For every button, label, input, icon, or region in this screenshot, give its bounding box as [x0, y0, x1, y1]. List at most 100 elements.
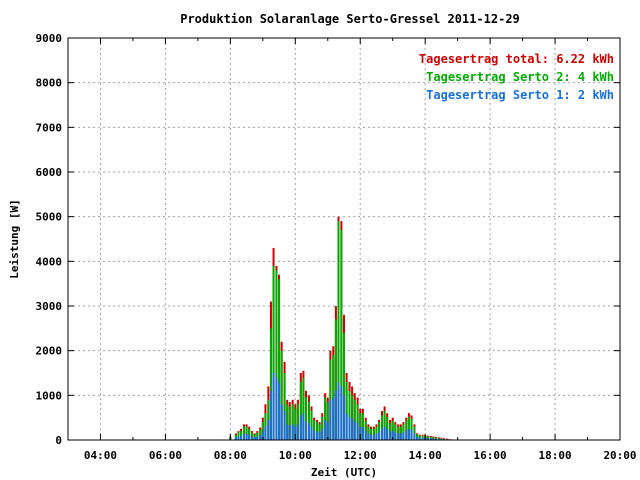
bar-serto2 [324, 397, 327, 440]
bar-serto1 [359, 427, 362, 440]
legend: Tagesertrag total: 6.22 kWh Tagesertrag S… [419, 52, 614, 102]
bar-serto1 [294, 426, 297, 440]
bar-serto1 [378, 431, 381, 440]
bar-serto1 [340, 386, 343, 440]
bar-serto2 [299, 381, 302, 440]
bar-serto2 [356, 404, 359, 440]
bar-serto1 [240, 435, 243, 440]
y-tick-label: 7000 [36, 121, 63, 134]
bar-serto1 [256, 436, 259, 440]
bar-serto1 [348, 416, 351, 440]
bar-serto1 [437, 438, 440, 440]
bar-serto1 [418, 437, 421, 440]
bar-serto2 [345, 381, 348, 440]
bar-serto1 [416, 436, 419, 440]
bar-serto1 [337, 381, 340, 440]
bar-serto1 [421, 437, 424, 440]
bar-serto1 [316, 431, 319, 440]
bar-serto1 [234, 437, 237, 440]
bar-serto2 [386, 416, 389, 440]
bar-serto2 [288, 406, 291, 440]
bar-serto2 [410, 419, 413, 440]
bar-serto1 [307, 423, 310, 440]
legend-entry: Tagesertrag total: 6.22 kWh [419, 52, 614, 66]
bar-serto1 [321, 428, 324, 440]
bar-serto1 [291, 424, 294, 440]
bar-serto1 [296, 424, 299, 440]
bar-serto1 [264, 426, 267, 440]
bar-serto1 [386, 428, 389, 440]
axis-ticks: 0 1000 2000 3000 4000 5000 6000 7000 8000 9000 04:… [36, 32, 637, 462]
bar-serto1 [367, 433, 370, 440]
bar-serto2 [361, 413, 364, 440]
bar-serto2 [313, 419, 316, 440]
bar-serto1 [280, 404, 283, 440]
bar-serto2 [275, 270, 278, 440]
y-tick-label: 5000 [36, 211, 63, 224]
x-tick-label: 14:00 [409, 449, 442, 462]
bar-serto2 [407, 416, 410, 440]
bar-serto1 [305, 421, 308, 440]
bar-serto1 [345, 413, 348, 440]
bar-serto2 [280, 350, 283, 440]
bar-serto2 [242, 426, 245, 440]
bar-serto2 [310, 410, 313, 440]
bar-serto1 [269, 390, 272, 440]
bar-serto2 [272, 265, 275, 440]
bar-serto1 [426, 437, 429, 440]
bar-serto2 [380, 415, 383, 440]
bar-serto2 [332, 355, 335, 440]
bar-serto2 [291, 404, 294, 440]
bar-serto1 [313, 430, 316, 440]
bar-serto1 [283, 410, 286, 440]
bar-serto1 [261, 431, 264, 440]
legend-entry: Tagesertrag Serto 2: 4 kWh [426, 70, 614, 84]
x-tick-label: 06:00 [149, 449, 182, 462]
bar-serto1 [375, 433, 378, 440]
y-tick-label: 4000 [36, 255, 63, 268]
bar-serto1 [329, 399, 332, 440]
grid-lines [68, 38, 620, 440]
bar-serto2 [321, 416, 324, 440]
bar-serto1 [383, 426, 386, 440]
bar-serto1 [259, 435, 262, 440]
bar-serto1 [253, 437, 256, 440]
bar-serto1 [413, 433, 416, 440]
bar-serto2 [364, 420, 367, 440]
bar-serto2 [340, 230, 343, 440]
bar-serto2 [383, 410, 386, 440]
x-tick-label: 12:00 [344, 449, 377, 462]
bar-serto1 [343, 395, 345, 440]
bar-serto1 [407, 428, 410, 440]
x-tick-label: 10:00 [279, 449, 312, 462]
bar-serto2 [402, 424, 405, 440]
bar-serto2 [318, 424, 321, 440]
bar-serto2 [302, 377, 305, 440]
x-tick-label: 18:00 [538, 449, 571, 462]
bar-serto2 [261, 422, 264, 440]
legend-entry: Tagesertrag Serto 1: 2 kWh [426, 88, 614, 102]
y-tick-label: 1000 [36, 389, 63, 402]
bar-serto2 [337, 221, 340, 440]
bar-serto1 [310, 426, 313, 440]
bar-serto2 [307, 402, 310, 440]
x-tick-label: 16:00 [474, 449, 507, 462]
bar-serto1 [288, 425, 291, 440]
bar-serto2 [343, 332, 345, 440]
bar-serto2 [294, 408, 297, 440]
bar-serto1 [389, 431, 392, 440]
bar-serto1 [353, 421, 356, 440]
bar-serto2 [259, 429, 262, 440]
bar-serto2 [251, 432, 254, 440]
x-tick-label: 04:00 [84, 449, 117, 462]
bar-serto2 [326, 402, 329, 440]
y-tick-label: 2000 [36, 345, 63, 358]
x-axis-label: Zeit (UTC) [311, 466, 377, 479]
bar-serto2 [348, 390, 351, 440]
bar-serto1 [237, 436, 240, 440]
bar-serto2 [316, 422, 319, 440]
y-tick-label: 6000 [36, 166, 63, 179]
bar-serto2 [283, 373, 286, 440]
bar-series [229, 216, 451, 440]
bar-serto1 [248, 434, 251, 440]
